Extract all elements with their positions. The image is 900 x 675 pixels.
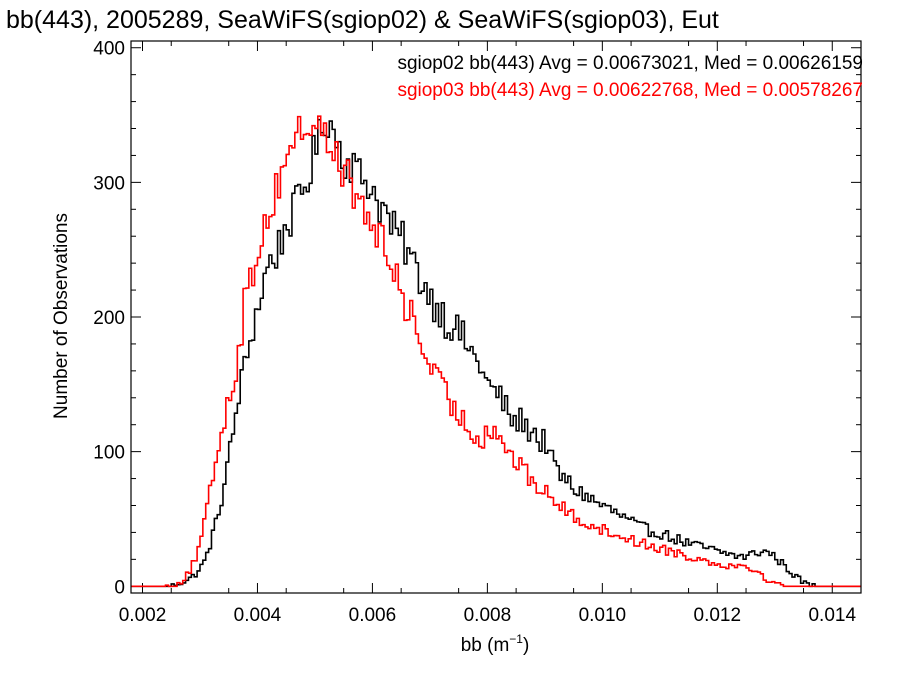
x-axis-label-tail: ) bbox=[523, 635, 529, 656]
x-tick-label: 0.002 bbox=[119, 605, 167, 626]
x-axis-label: bb (m−1) bbox=[461, 632, 530, 656]
tick-labels: 0.002 0.004 0.006 0.008 0.010 0.012 0.014 0 100 2… bbox=[93, 39, 856, 626]
x-tick-label: 0.008 bbox=[464, 605, 512, 626]
x-tick-label: 0.010 bbox=[579, 605, 627, 626]
x-tick-label: 0.014 bbox=[808, 605, 856, 626]
y-tick-label: 300 bbox=[93, 173, 125, 194]
series-sgiop03-line bbox=[131, 115, 861, 588]
x-tick-label: 0.012 bbox=[694, 605, 742, 626]
series-sgiop02-line bbox=[131, 118, 861, 588]
x-axis-label-superscript: −1 bbox=[509, 632, 523, 646]
y-tick-label: 0 bbox=[114, 577, 125, 598]
x-axis-label-base: bb (m bbox=[461, 635, 510, 656]
y-tick-label: 200 bbox=[93, 308, 125, 329]
y-axis-label: Number of Observations bbox=[51, 213, 72, 419]
stats-sgiop02: sgiop02 bb(443) Avg = 0.00673021, Med = … bbox=[397, 53, 863, 74]
plot-frame bbox=[130, 40, 862, 594]
y-tick-label: 400 bbox=[93, 39, 125, 60]
y-tick-label: 100 bbox=[93, 443, 125, 464]
chart-title: bb(443), 2005289, SeaWiFS(sgiop02) & Sea… bbox=[6, 6, 719, 34]
stats-sgiop03: sgiop03 bb(443) Avg = 0.00622768, Med = … bbox=[397, 80, 863, 101]
x-tick-label: 0.004 bbox=[234, 605, 282, 626]
series-layer bbox=[131, 115, 861, 588]
axis-ticks bbox=[131, 41, 861, 593]
x-tick-label: 0.006 bbox=[349, 605, 397, 626]
